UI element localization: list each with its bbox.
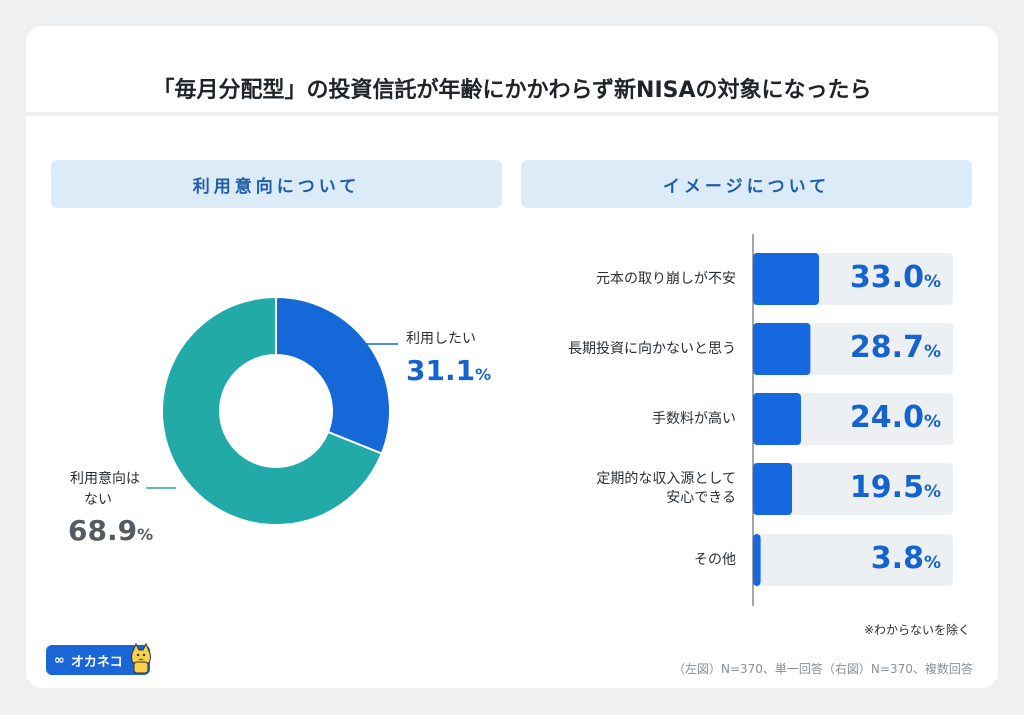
bar-value-4-num: 3.8	[870, 541, 924, 576]
bar-value-3-unit: %	[923, 482, 941, 502]
bar-track-4	[753, 534, 953, 586]
infinity-icon: ∞	[54, 652, 65, 668]
bar-value-2-num: 24.0	[849, 400, 924, 435]
donut-label-nouse-2: ない	[84, 492, 112, 508]
bar-3	[753, 463, 792, 515]
bar-value-3-num: 19.5	[849, 470, 924, 505]
donut-value-use-unit: %	[475, 365, 492, 384]
title-divider	[26, 112, 998, 116]
bar-label-3: 定期的な収入源として安心できる	[516, 470, 736, 508]
donut-label-nouse-1: 利用意向は	[70, 471, 140, 487]
donut-slice-0	[275, 295, 391, 455]
bar-1	[753, 323, 811, 375]
donut-value-use-num: 31.1	[406, 354, 476, 387]
right-section-header: イメージについて	[521, 160, 972, 208]
donut-value-nouse-unit: %	[137, 525, 154, 544]
donut-value-nouse: 68.9%	[68, 514, 153, 547]
bar-label-0: 元本の取り崩しが不安	[516, 270, 736, 289]
bar-0	[753, 253, 819, 305]
bar-label-0-line1: 元本の取り崩しが不安	[596, 271, 736, 287]
bar-label-1: 長期投資に向かないと思う	[516, 340, 736, 359]
exclusion-note: ※わからないを除く	[864, 623, 971, 637]
bar-value-1-num: 28.7	[849, 330, 924, 365]
donut-label-use: 利用したい	[406, 331, 476, 347]
okaneko-logo: ∞ オカネコ	[46, 642, 151, 675]
donut-chart	[146, 295, 398, 526]
bar-label-1-line1: 長期投資に向かないと思う	[568, 341, 736, 357]
bar-value-4-unit: %	[923, 553, 941, 573]
logo-text: オカネコ	[70, 654, 123, 670]
bar-label-3-line2: 安心できる	[666, 490, 736, 506]
bar-label-3-line1: 定期的な収入源として	[596, 471, 736, 487]
bar-value-0: 33.0%	[831, 260, 941, 295]
bar-label-4-line1: その他	[694, 552, 736, 568]
left-section-header: 利用意向について	[51, 160, 502, 208]
bar-4	[753, 534, 761, 586]
cat-mascot-icon	[131, 642, 151, 674]
donut-slice-1	[161, 295, 384, 526]
bar-value-1-unit: %	[923, 342, 941, 362]
bar-2	[753, 393, 801, 445]
bar-chart	[752, 234, 953, 606]
bar-value-0-unit: %	[923, 272, 941, 292]
bar-value-0-num: 33.0	[849, 260, 924, 295]
bar-label-4: その他	[516, 551, 736, 570]
sample-footnote: （左図）N=370、単一回答（右図）N=370、複数回答	[673, 662, 973, 676]
donut-value-nouse-num: 68.9	[68, 514, 138, 547]
bar-track-2	[753, 393, 953, 445]
bar-track-3	[753, 463, 953, 515]
bar-value-3: 19.5%	[831, 470, 941, 505]
bar-value-2: 24.0%	[831, 400, 941, 435]
bar-value-4: 3.8%	[831, 541, 941, 576]
bar-value-1: 28.7%	[831, 330, 941, 365]
bar-label-2: 手数料が高い	[516, 410, 736, 429]
page-title: 「毎月分配型」の投資信託が年齢にかかわらず新NISAの対象になったら	[152, 78, 872, 103]
bar-value-2-unit: %	[923, 412, 941, 432]
bar-label-2-line1: 手数料が高い	[652, 411, 736, 427]
donut-value-use: 31.1%	[406, 354, 491, 387]
card: 「毎月分配型」の投資信託が年齢にかかわらず新NISAの対象になったら 利用意向に…	[26, 26, 998, 688]
